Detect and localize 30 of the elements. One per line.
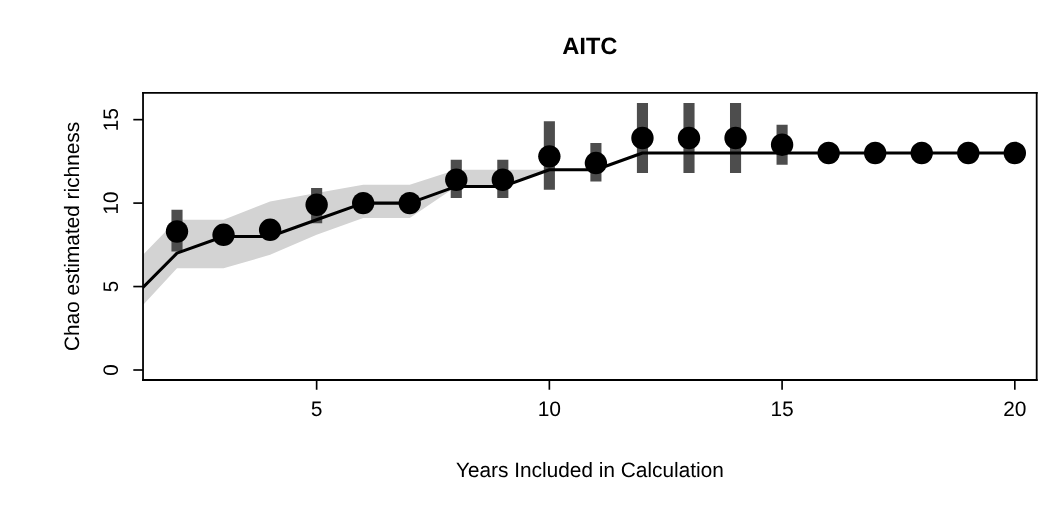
y-axis-title: Chao estimated richness — [63, 122, 80, 351]
point — [584, 151, 608, 175]
x-tick-label: 10 — [539, 401, 561, 417]
point — [957, 141, 980, 165]
point — [724, 126, 747, 150]
x-tick-label: 20 — [1004, 401, 1026, 417]
point — [538, 145, 561, 168]
point — [398, 191, 421, 215]
y-tick-label: 5 — [103, 281, 119, 292]
y-tick-label: 15 — [103, 108, 119, 130]
point — [1003, 141, 1027, 165]
x-tick-label: 15 — [772, 401, 793, 417]
point — [258, 218, 282, 241]
point — [305, 193, 328, 216]
point — [491, 168, 515, 191]
point — [863, 141, 887, 165]
x-tick-label: 5 — [311, 401, 322, 417]
point — [817, 141, 840, 165]
point — [910, 141, 933, 165]
point — [677, 126, 701, 150]
point — [212, 223, 235, 247]
point — [445, 168, 468, 191]
point — [165, 220, 189, 243]
point — [631, 126, 654, 150]
x-axis-title: Years Included in Calculation — [456, 461, 723, 478]
y-tick-label: 10 — [103, 192, 119, 214]
chart-title: AITC — [562, 37, 617, 55]
point — [770, 133, 794, 156]
point — [351, 191, 375, 215]
y-tick-label: 0 — [103, 365, 119, 375]
